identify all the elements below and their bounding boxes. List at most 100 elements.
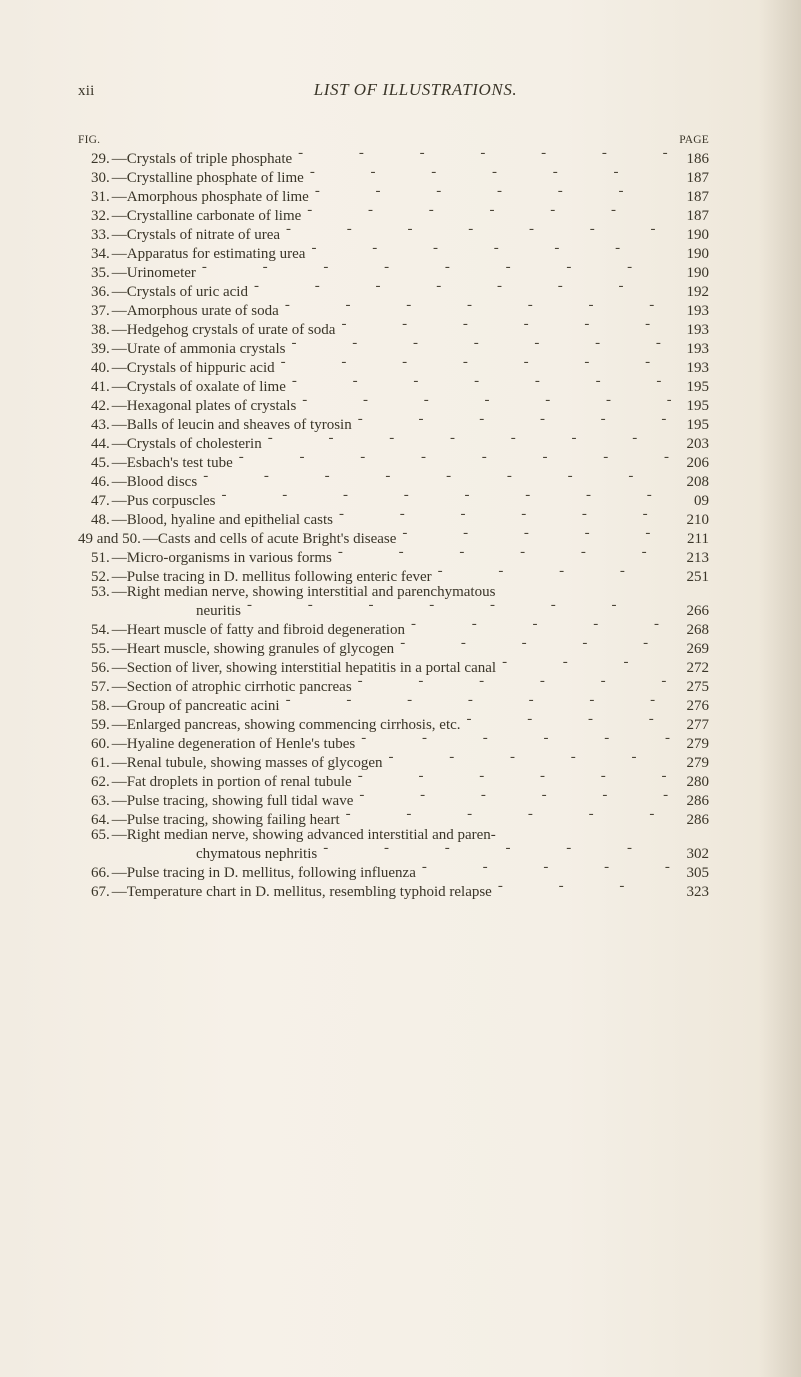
list-item: 36.—Crystals of uric acid192 [78, 281, 709, 300]
entry-number: 59 [78, 718, 106, 733]
entry-continuation-label: neuritis [78, 604, 241, 619]
list-item: 60.—Hyaline degeneration of Henle's tube… [78, 733, 709, 752]
entry-page: 302 [677, 847, 709, 862]
list-item: 65.—Right median nerve, showing advanced… [78, 828, 709, 843]
entry-number: 58 [78, 699, 106, 714]
entry-number: 44 [78, 437, 106, 452]
list-item: 39.—Urate of ammonia crystals193 [78, 338, 709, 357]
entry-number: 52 [78, 570, 106, 585]
leader-dashes [202, 262, 671, 277]
leader-dashes [467, 714, 671, 729]
entry-label: —Crystals of cholesterin [112, 437, 262, 452]
illustrations-list: 29.—Crystals of triple phosphate18630.—C… [78, 148, 709, 900]
entry-number: 51 [78, 551, 106, 566]
list-item: 29.—Crystals of triple phosphate186 [78, 148, 709, 167]
entry-number: 42 [78, 399, 106, 414]
entry-number: 62 [78, 775, 106, 790]
entry-page: 323 [677, 885, 709, 900]
leader-dashes [361, 733, 671, 748]
entry-number: 32 [78, 209, 106, 224]
entry-page: 187 [677, 190, 709, 205]
entry-label: —Micro-organisms in various forms [112, 551, 332, 566]
leader-dashes [302, 395, 671, 410]
entry-page: 279 [677, 756, 709, 771]
entry-label: —Urate of ammonia crystals [112, 342, 286, 357]
leader-dashes [402, 528, 671, 543]
entry-number: 55 [78, 642, 106, 657]
entry-page: 206 [677, 456, 709, 471]
entry-page: 190 [677, 228, 709, 243]
list-item-continuation: chymatous nephritis 302 [78, 843, 709, 862]
list-item: 34.—Apparatus for estimating urea190 [78, 243, 709, 262]
list-item: 64.—Pulse tracing, showing failing heart… [78, 809, 709, 828]
entry-label: —Urinometer [112, 266, 196, 281]
list-item: 40.—Crystals of hippuric acid193 [78, 357, 709, 376]
leader-dashes [400, 638, 671, 653]
entry-page: 275 [677, 680, 709, 695]
entry-number: 65 [78, 828, 106, 843]
list-item: 38.—Hedgehog crystals of urate of soda19… [78, 319, 709, 338]
entry-page: 277 [677, 718, 709, 733]
list-item: 55.—Heart muscle, showing granules of gl… [78, 638, 709, 657]
entry-label: —Group of pancreatic acini [112, 699, 280, 714]
title-prefix: LIST OF [314, 80, 383, 99]
entry-page: 286 [677, 794, 709, 809]
entry-page: 193 [677, 342, 709, 357]
leader-dashes [268, 433, 671, 448]
entry-number: 30 [78, 171, 106, 186]
list-item: 30.—Crystalline phosphate of lime187 [78, 167, 709, 186]
leader-dashes [286, 224, 671, 239]
list-item: 47.—Pus corpuscles09 [78, 490, 709, 509]
list-item: 56.—Section of liver, showing interstiti… [78, 657, 709, 676]
entry-number: 37 [78, 304, 106, 319]
entry-label: —Esbach's test tube [112, 456, 233, 471]
entry-number: 60 [78, 737, 106, 752]
entry-page: 272 [677, 661, 709, 676]
entry-page: 192 [677, 285, 709, 300]
page-number: xii [78, 83, 122, 100]
entry-label: —Pulse tracing in D. mellitus following … [112, 570, 432, 585]
entry-page: 193 [677, 361, 709, 376]
leader-dashes [438, 566, 671, 581]
entry-label: —Hexagonal plates of crystals [112, 399, 297, 414]
leader-dashes [247, 600, 671, 615]
entry-label: —Section of liver, showing interstitial … [112, 661, 496, 676]
entry-label: —Crystals of nitrate of urea [112, 228, 280, 243]
entry-number: 67 [78, 885, 106, 900]
entry-label: —Pulse tracing, showing failing heart [112, 813, 340, 828]
leader-dashes [339, 509, 671, 524]
column-headers: FIG. PAGE [78, 134, 709, 146]
entry-page: 187 [677, 171, 709, 186]
entry-number: 34 [78, 247, 106, 262]
entry-continuation-label: chymatous nephritis [78, 847, 317, 862]
entry-label: —Pulse tracing in D. mellitus, following… [112, 866, 416, 881]
entry-label: —Blood discs [112, 475, 197, 490]
entry-label: —Hyaline degeneration of Henle's tubes [112, 737, 355, 752]
leader-dashes [292, 376, 671, 391]
list-item: 35.—Urinometer190 [78, 262, 709, 281]
leader-dashes [285, 300, 671, 315]
leader-dashes [311, 243, 671, 258]
list-item: 42.—Hexagonal plates of crystals195 [78, 395, 709, 414]
running-head: xii LIST OF ILLUSTRATIONS. [78, 80, 709, 100]
entry-label: —Right median nerve, showing interstitia… [112, 585, 496, 600]
entry-number: 48 [78, 513, 106, 528]
leader-dashes [291, 338, 671, 353]
list-item-continuation: neuritis266 [78, 600, 709, 619]
entry-page: 190 [677, 266, 709, 281]
leader-dashes [323, 843, 671, 858]
entry-number: 53 [78, 585, 106, 600]
leader-dashes [358, 771, 671, 786]
leader-dashes [341, 319, 671, 334]
list-item: 52.—Pulse tracing in D. mellitus followi… [78, 566, 709, 585]
entry-page: 186 [677, 152, 709, 167]
entry-number: 29 [78, 152, 106, 167]
title-caps: ILLUSTRATIONS. [382, 80, 517, 99]
entry-number: 57 [78, 680, 106, 695]
entry-page: 279 [677, 737, 709, 752]
entry-page: 195 [677, 399, 709, 414]
entry-page: 187 [677, 209, 709, 224]
leader-dashes [203, 471, 671, 486]
entry-page: 305 [677, 866, 709, 881]
list-item: 31.—Amorphous phosphate of lime187 [78, 186, 709, 205]
